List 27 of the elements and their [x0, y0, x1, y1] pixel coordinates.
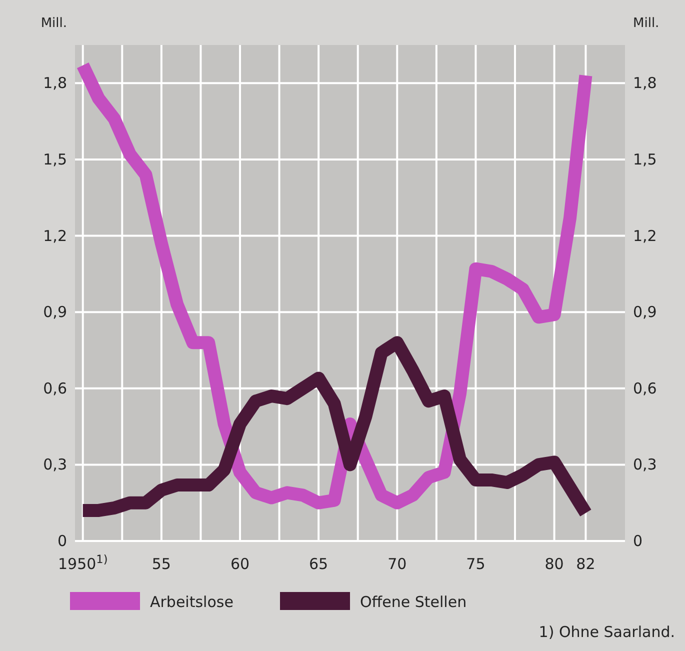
legend-label: Arbeitslose [150, 593, 234, 611]
x-tick-label: 1950$^{1)}$ [58, 552, 108, 573]
y-tick-label: 1,5 [43, 150, 67, 168]
x-tick-label: 70 [388, 555, 407, 573]
y2-tick-label: 0,6 [633, 379, 657, 398]
y-tick-label: 0,9 [43, 303, 67, 322]
y2-tick-label: 1,2 [633, 226, 657, 245]
x-tick-label: 60 [230, 555, 250, 573]
y-tick-label: 1,2 [43, 226, 67, 245]
x-tick-label: 75 [466, 555, 486, 573]
legend-label: Offene Stellen [360, 593, 467, 611]
y-tick-label: 1,8 [43, 74, 67, 92]
text: 1) Ohne Saarland. [538, 623, 675, 641]
y2-tick-label: 0,9 [633, 303, 657, 322]
y-tick-label: 0,6 [43, 379, 67, 398]
y2-tick-label: 1,5 [633, 150, 657, 168]
y-tick-label: 0 [57, 532, 67, 550]
y-axis-title: Mill. [40, 16, 67, 31]
y-tick-label: 0,3 [43, 456, 67, 474]
x-tick-label: 80 [544, 555, 564, 573]
y2-tick-label: 0 [633, 532, 643, 550]
y2-axis-title: Mill. [633, 16, 660, 31]
x-tick-label: 65 [309, 555, 328, 573]
x-tick-label: 55 [152, 555, 171, 573]
y2-tick-label: 1,8 [633, 74, 657, 92]
y2-tick-label: 0,3 [633, 456, 657, 474]
x-tick-label: 82 [576, 555, 596, 573]
